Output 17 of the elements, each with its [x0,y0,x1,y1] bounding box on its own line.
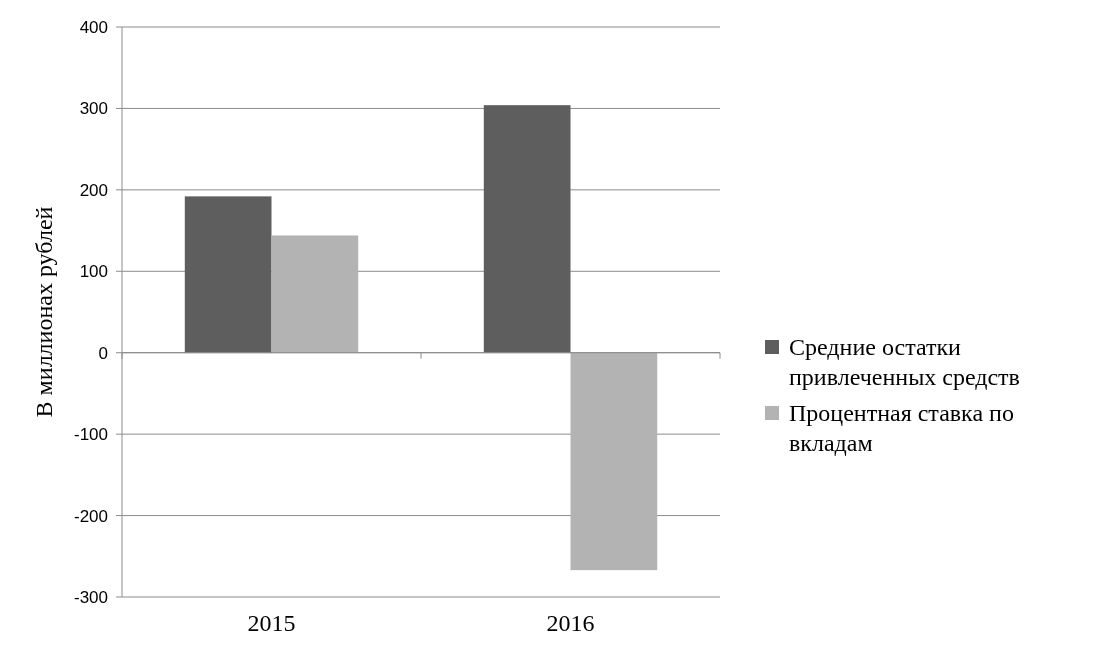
x-tick-label: 2016 [546,610,595,636]
x-tick-label: 2015 [247,610,296,636]
bar [271,235,359,353]
bar [570,352,658,571]
y-tick-label: 0 [98,343,108,363]
y-tick-label: -100 [73,425,108,445]
legend-label: Средние остатки привлеченных средств [789,334,1020,390]
y-tick-label: 100 [79,262,108,282]
bar [184,196,272,353]
y-tick-label: 200 [79,180,108,200]
y-tick-label: -200 [73,506,108,526]
legend-label: Процентная ставка по вкладам [789,400,1014,456]
y-tick-label: 300 [79,99,108,119]
y-axis-title: В миллионах рублей [31,206,57,418]
bar [483,105,571,353]
y-tick-label: -300 [73,587,108,607]
y-tick-label: 400 [79,17,108,37]
